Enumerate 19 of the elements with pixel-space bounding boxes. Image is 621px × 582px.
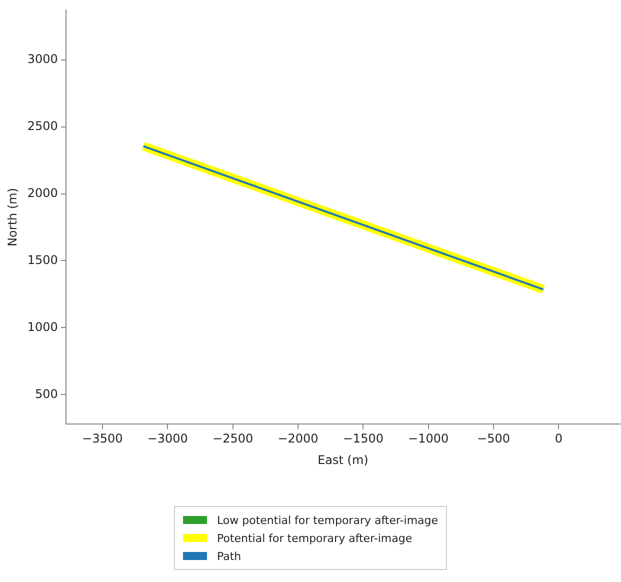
legend-label: Low potential for temporary after-image — [216, 514, 438, 526]
legend-label: Path — [216, 550, 242, 562]
y-tick-label: 500 — [35, 386, 58, 401]
x-axis-title: East (m) — [318, 452, 368, 467]
legend-label: Potential for temporary after-image — [216, 532, 412, 544]
x-tick-label: −3500 — [82, 432, 123, 446]
x-tick-label: −1000 — [408, 432, 449, 446]
x-tick-label: −500 — [477, 432, 510, 446]
x-tick-label: −3000 — [147, 432, 188, 446]
y-tick-label: 2000 — [27, 186, 58, 200]
x-tick-label: 0 — [554, 432, 563, 446]
x-tick-label: −2500 — [212, 432, 254, 446]
y-tick-label: 1500 — [27, 252, 58, 267]
y-tick-label: 1000 — [27, 320, 58, 334]
x-tick-label: −1500 — [342, 432, 384, 446]
y-tick-label: 2500 — [27, 118, 58, 133]
x-tick-label: −2000 — [278, 432, 318, 446]
y-axis-title: North (m) — [5, 188, 20, 246]
y-tick-label: 3000 — [27, 52, 58, 66]
